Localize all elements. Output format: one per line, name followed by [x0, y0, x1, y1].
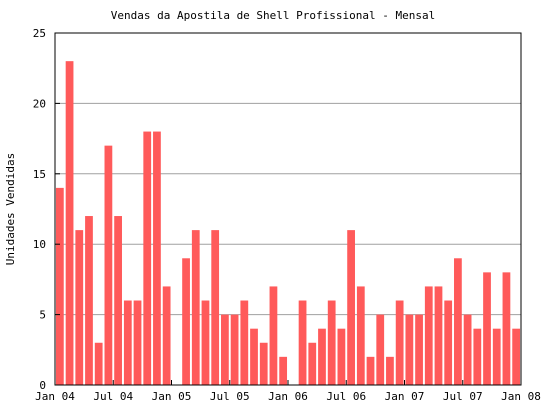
bar-2007-05: [444, 300, 453, 385]
bar-2006-02: [298, 300, 307, 385]
x-tick-label: Jan 06: [268, 390, 308, 403]
bar-2007-02: [415, 314, 423, 385]
bar-2004-04: [85, 216, 93, 385]
bar-2007-01: [405, 314, 414, 385]
bar-2007-03: [424, 286, 433, 385]
bar-2004-08: [123, 300, 132, 385]
bar-2004-11: [153, 131, 161, 385]
y-tick-label: 5: [39, 309, 46, 322]
bar-2004-05: [94, 342, 103, 385]
bar-2006-08: [356, 286, 365, 385]
bar-2005-08: [240, 300, 249, 385]
y-tick-labels: 0 5 10 15 20 25: [33, 27, 46, 392]
bar-2005-10: [259, 342, 268, 385]
x-tick-label: Jul 05: [210, 390, 250, 403]
bar-2007-04: [434, 286, 443, 385]
bar-2007-09: [483, 272, 491, 385]
bar-2007-11: [502, 272, 511, 385]
bar-2005-04: [201, 300, 210, 385]
bar-2006-10: [376, 314, 385, 385]
bar-2005-11: [269, 286, 278, 385]
bar-2007-08: [473, 328, 482, 385]
bar-2005-06: [221, 314, 229, 385]
bar-2007-06: [454, 258, 462, 385]
bar-2007-07: [463, 314, 472, 385]
bar-2004-07: [114, 216, 122, 385]
bar-2007-10: [492, 328, 501, 385]
x-tick-label: Jul 07: [443, 390, 483, 403]
bar-2005-02: [182, 258, 190, 385]
bar-2006-12: [395, 300, 404, 385]
y-tick-label: 15: [33, 168, 46, 181]
x-tick-label: Jan 08: [501, 390, 541, 403]
bar-2006-03: [308, 342, 317, 385]
y-tick-label: 25: [33, 27, 46, 40]
bar-2006-11: [386, 356, 394, 385]
bar-2006-07: [347, 230, 355, 385]
bar-2004-02: [65, 61, 74, 385]
bar-2005-07: [230, 314, 239, 385]
bar-2004-01: [55, 187, 64, 385]
axes: [54, 32, 522, 386]
bar-2004-10: [143, 131, 152, 385]
x-tick-label: Jul 04: [93, 390, 133, 403]
bars: [55, 61, 521, 385]
bar-2005-12: [279, 356, 288, 385]
bar-2005-05: [211, 230, 220, 385]
bar-2006-09: [366, 356, 375, 385]
y-axis-label: Unidades Vendidas: [4, 153, 17, 266]
x-tick-label: Jan 07: [385, 390, 425, 403]
x-tick-label: Jul 06: [326, 390, 366, 403]
y-tick-label: 20: [33, 97, 46, 110]
y-tick-label: 10: [33, 238, 46, 251]
bar-2006-04: [318, 328, 326, 385]
bar-2004-09: [133, 300, 142, 385]
y-tick-label: 0: [39, 379, 46, 392]
bar-2007-12: [512, 328, 521, 385]
x-tick-labels: Jan 04 Jul 04 Jan 05 Jul 05 Jan 06 Jul 06 Jan …: [35, 390, 541, 403]
grid-lines: [55, 102, 521, 316]
x-tick-label: Jan 05: [152, 390, 192, 403]
bar-2006-05: [327, 300, 336, 385]
bar-2004-12: [162, 286, 171, 385]
bar-2005-09: [250, 328, 258, 385]
bar-2004-06: [104, 145, 113, 385]
bar-2004-03: [75, 230, 84, 385]
bar-2005-03: [191, 230, 200, 385]
bar-2006-06: [337, 328, 346, 385]
x-tick-label: Jan 04: [35, 390, 75, 403]
chart-title: Vendas da Apostila de Shell Profissional…: [111, 9, 436, 22]
